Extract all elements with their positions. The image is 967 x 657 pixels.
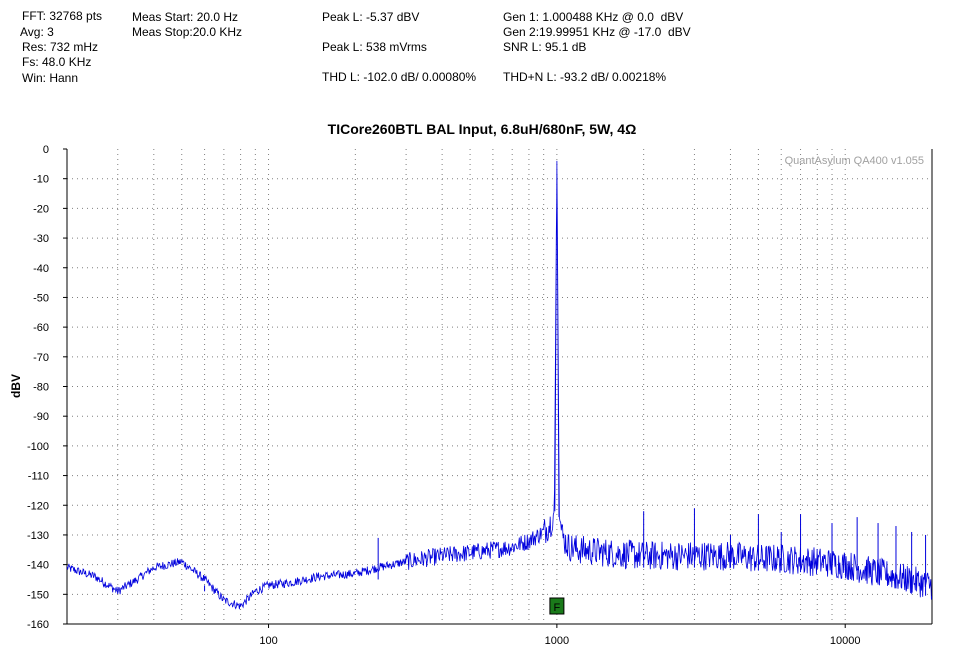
stat-meas-start: Meas Start: 20.0 Hz: [132, 10, 239, 24]
stat-fft-size: FFT: 32768 pts: [22, 9, 103, 23]
stat-snr: SNR L: 95.1 dB: [503, 40, 587, 54]
x-tick-label: 100: [259, 635, 277, 647]
marker-f-box[interactable]: [549, 597, 565, 615]
spectrum-trace: [67, 160, 932, 610]
y-tick-label: -140: [27, 560, 49, 572]
stat-window: Win: Hann: [22, 71, 79, 85]
stat-generator-1: Gen 1: 1.000488 KHz @ 0.0 dBV: [503, 10, 684, 24]
marker-f-label: F: [554, 602, 561, 614]
y-tick-label: -130: [27, 530, 49, 542]
y-axis-label: dBV: [9, 374, 23, 398]
y-tick-label: -100: [27, 441, 49, 453]
watermark-text: QuantAsylum QA400 v1.055: [785, 155, 924, 167]
stat-meas-stop: Meas Stop:20.0 KHz: [132, 25, 243, 39]
x-tick-labels: 100 1000 10000: [259, 624, 860, 647]
y-tick-label: -10: [33, 174, 49, 186]
chart-title: TICore260BTL BAL Input, 6.8uH/680nF, 5W,…: [328, 121, 637, 137]
x-tick-label: 1000: [545, 635, 569, 647]
y-tick-label: -30: [33, 233, 49, 245]
y-tick-label: -80: [33, 382, 49, 394]
y-tick-label: -40: [33, 263, 49, 275]
y-tick-labels: 0 -10 -20 -30 -40 -50 -60 -70 -80 -90 -100 -110 -120…: [27, 144, 67, 631]
stat-thd: THD L: -102.0 dB/ 0.00080%: [322, 70, 477, 84]
stat-generator-2: Gen 2:19.99951 KHz @ -17.0 dBV: [503, 25, 691, 39]
y-tick-label: -120: [27, 500, 49, 512]
spectrum-trace-group: [67, 160, 932, 610]
y-tick-label: -70: [33, 352, 49, 364]
stat-peak-vrms: Peak L: 538 mVrms: [322, 40, 427, 54]
stat-averages: Avg: 3: [20, 25, 54, 39]
y-tick-label: -110: [28, 471, 49, 483]
stat-sample-rate: Fs: 48.0 KHz: [22, 55, 92, 69]
y-tick-label: -90: [33, 411, 49, 423]
stat-resolution: Res: 732 mHz: [22, 40, 99, 54]
y-tick-label: 0: [43, 144, 49, 156]
stat-thd-n: THD+N L: -93.2 dB/ 0.00218%: [503, 70, 667, 84]
y-tick-label: -50: [33, 292, 49, 304]
stat-peak-dbv: Peak L: -5.37 dBV: [322, 10, 420, 24]
frequency-marker[interactable]: F: [549, 597, 565, 615]
x-tick-label: 10000: [830, 635, 861, 647]
y-tick-label: -150: [27, 589, 49, 601]
y-tick-label: -20: [33, 203, 49, 215]
y-tick-label: -60: [33, 322, 49, 334]
y-tick-label: -160: [27, 619, 49, 631]
